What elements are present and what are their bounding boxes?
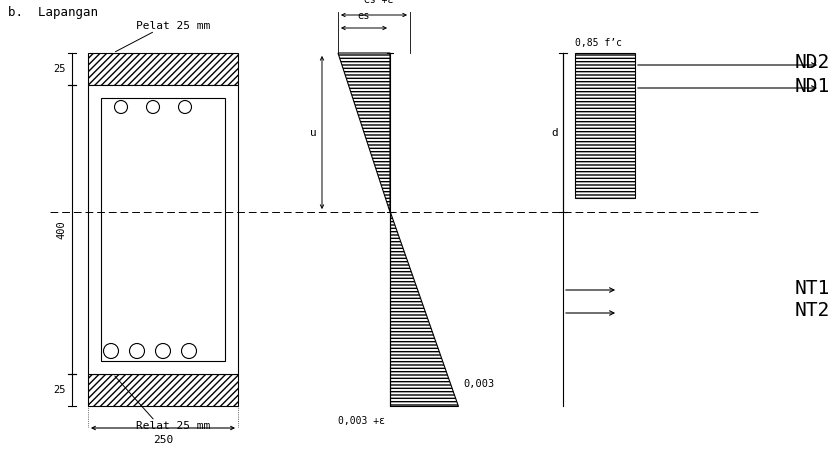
- Circle shape: [147, 100, 159, 114]
- Text: 0,85 f’c: 0,85 f’c: [575, 38, 622, 48]
- Text: es: es: [358, 11, 370, 21]
- Circle shape: [130, 344, 144, 359]
- Circle shape: [178, 100, 192, 114]
- Text: Pelat 25 mm: Pelat 25 mm: [136, 21, 210, 31]
- Text: ND1: ND1: [794, 76, 830, 96]
- Text: NT2: NT2: [794, 301, 830, 321]
- Text: es +ε: es +ε: [365, 0, 394, 5]
- Bar: [575, 53, 635, 198]
- Polygon shape: [338, 53, 390, 212]
- Polygon shape: [390, 212, 458, 406]
- Text: 250: 250: [153, 435, 173, 445]
- Text: 400: 400: [56, 220, 66, 239]
- Bar: [88, 85, 238, 374]
- Bar: [88, 374, 238, 406]
- Circle shape: [115, 100, 127, 114]
- Circle shape: [182, 344, 196, 359]
- Text: Relat 25 mm: Relat 25 mm: [136, 421, 210, 431]
- Text: 0,003 +ε: 0,003 +ε: [338, 416, 385, 426]
- Text: 25: 25: [54, 385, 66, 395]
- Bar: [88, 53, 238, 85]
- Text: u: u: [310, 127, 317, 137]
- Text: ND2: ND2: [794, 54, 830, 72]
- Text: 0,003: 0,003: [463, 379, 494, 389]
- Bar: [101, 98, 225, 361]
- Text: 25: 25: [54, 64, 66, 74]
- Text: d: d: [551, 127, 558, 137]
- Circle shape: [156, 344, 170, 359]
- Circle shape: [104, 344, 118, 359]
- Text: NT1: NT1: [794, 278, 830, 298]
- Text: b.  Lapangan: b. Lapangan: [8, 6, 98, 19]
